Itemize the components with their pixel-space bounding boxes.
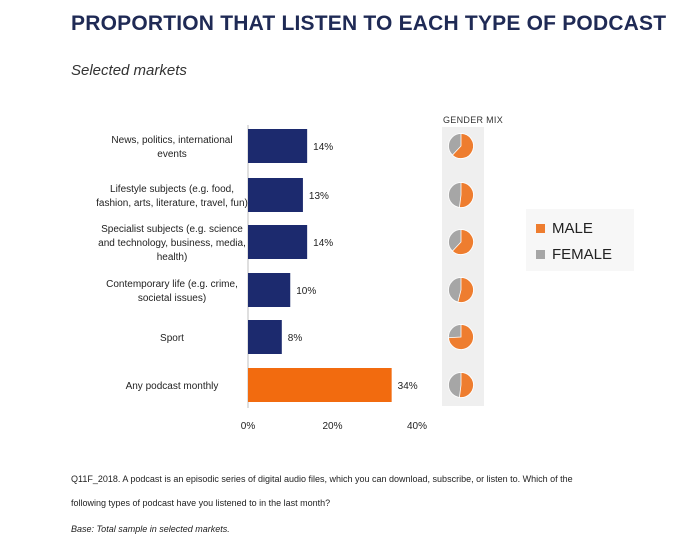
legend-item-male: MALE: [536, 219, 593, 237]
male-slice-1: [458, 182, 474, 208]
female-swatch: [536, 249, 545, 259]
category-label-1: Lifestyle subjects (e.g. food, fashion, a…: [96, 184, 248, 209]
value-label-4: 8%: [288, 333, 303, 344]
page-title: PROPORTION THAT LISTEN TO EACH TYPE OF P…: [71, 12, 667, 35]
legend-label-male: MALE: [552, 219, 593, 237]
footnote-base: Base: Total sample in selected markets.: [71, 524, 230, 534]
bar-3: [248, 273, 291, 307]
category-label-3: Contemporary life (e.g. crime, societal i…: [106, 279, 238, 304]
footnote-question-line1: Q11F_2018. A podcast is an episodic seri…: [71, 474, 573, 484]
bar-4: [248, 320, 282, 354]
male-slice-5: [458, 372, 474, 398]
bar-2: [248, 225, 308, 259]
bar-5: [248, 368, 392, 402]
value-label-5: 34%: [398, 381, 418, 392]
value-label-3: 10%: [296, 286, 316, 297]
value-label-1: 13%: [309, 191, 329, 202]
bar-1: [248, 178, 303, 212]
footnote-question-line2: following types of podcast have you list…: [71, 498, 331, 508]
value-label-2: 14%: [313, 238, 333, 249]
male-slice-2: [451, 229, 474, 255]
category-label-4: Sport: [160, 333, 184, 344]
category-label-0: News, politics, international events: [111, 135, 232, 160]
male-slice-0: [451, 133, 474, 159]
page-subtitle: Selected markets: [71, 62, 187, 79]
male-swatch: [536, 223, 545, 233]
male-slice-3: [457, 277, 474, 303]
male-slice-4: [448, 324, 474, 350]
x-tick-label-0: 0%: [241, 421, 256, 432]
category-label-5: Any podcast monthly: [126, 381, 219, 392]
gender-mix-panel: [442, 127, 484, 406]
x-tick-label-2: 40%: [407, 421, 427, 432]
gender-mix-title: GENDER MIX: [443, 115, 504, 125]
gender-legend: MALE FEMALE: [526, 209, 634, 271]
category-label-2: Specialist subjects (e.g. science and tec…: [98, 224, 246, 263]
legend-item-female: FEMALE: [536, 245, 612, 263]
bar-0: [248, 129, 308, 163]
x-tick-label-1: 20%: [322, 421, 342, 432]
value-label-0: 14%: [313, 142, 333, 153]
legend-label-female: FEMALE: [552, 245, 613, 263]
